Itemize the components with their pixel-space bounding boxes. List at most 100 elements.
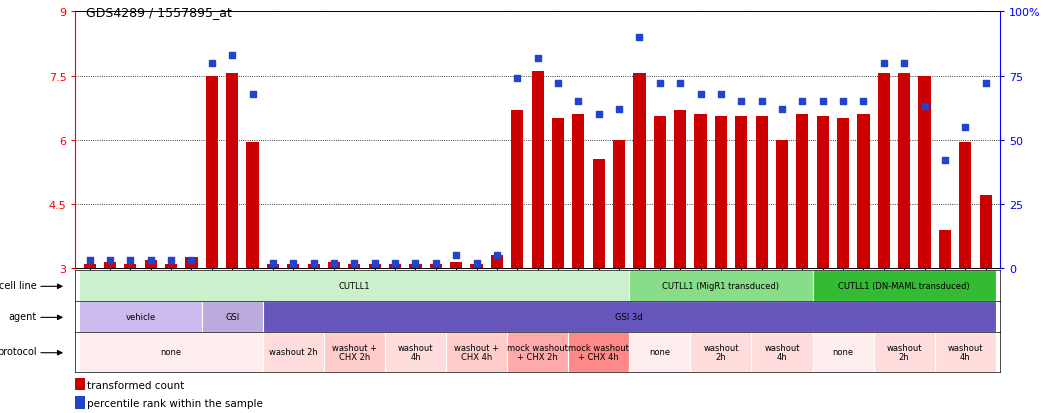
Text: vehicle: vehicle: [126, 313, 156, 321]
Bar: [80, 271, 629, 301]
Bar: [612, 140, 625, 268]
Bar: [653, 117, 666, 268]
Text: none: none: [832, 348, 853, 356]
Text: cell line: cell line: [0, 280, 37, 290]
Point: [224, 52, 241, 59]
Bar: [756, 117, 767, 268]
Point: [162, 257, 179, 264]
Bar: [202, 301, 263, 332]
Bar: [812, 271, 996, 301]
Point: [285, 260, 302, 267]
Point: [427, 260, 444, 267]
Bar: [877, 74, 890, 268]
Point: [203, 60, 220, 67]
Bar: [629, 271, 812, 301]
Bar: [674, 111, 686, 268]
Point: [733, 99, 750, 105]
Point: [672, 81, 689, 88]
Bar: [409, 264, 422, 268]
Point: [834, 99, 851, 105]
Text: washout 2h: washout 2h: [269, 348, 317, 356]
Point: [183, 257, 200, 264]
Point: [651, 81, 668, 88]
Bar: [569, 332, 629, 372]
Bar: [226, 74, 239, 268]
Point: [855, 99, 872, 105]
Bar: [491, 256, 503, 268]
Bar: [857, 115, 870, 268]
Text: GSI 3d: GSI 3d: [616, 313, 643, 321]
Text: agent: agent: [8, 311, 37, 321]
Point: [875, 60, 892, 67]
Point: [713, 91, 730, 97]
Text: washout
2h: washout 2h: [704, 343, 738, 361]
Bar: [125, 264, 136, 268]
Point: [610, 107, 627, 113]
Bar: [873, 332, 935, 372]
Bar: [797, 115, 808, 268]
Bar: [690, 332, 752, 372]
Bar: [328, 262, 340, 268]
Bar: [735, 117, 748, 268]
Bar: [694, 115, 707, 268]
Bar: [185, 258, 198, 268]
Bar: [573, 115, 584, 268]
Bar: [308, 264, 319, 268]
Bar: [837, 119, 849, 268]
Point: [896, 60, 913, 67]
Point: [631, 35, 648, 41]
Bar: [369, 264, 381, 268]
Bar: [84, 264, 95, 268]
Bar: [385, 332, 446, 372]
Point: [936, 158, 953, 164]
Bar: [75, 378, 85, 390]
Bar: [104, 262, 116, 268]
Bar: [446, 332, 507, 372]
Bar: [429, 264, 442, 268]
Point: [386, 260, 403, 267]
Text: washout
4h: washout 4h: [398, 343, 433, 361]
Bar: [776, 140, 788, 268]
Bar: [80, 301, 202, 332]
Text: washout
4h: washout 4h: [764, 343, 800, 361]
Bar: [287, 264, 299, 268]
Bar: [144, 260, 157, 268]
Bar: [715, 117, 727, 268]
Point: [142, 257, 159, 264]
Point: [550, 81, 566, 88]
Bar: [267, 264, 279, 268]
Text: washout
4h: washout 4h: [948, 343, 983, 361]
Point: [346, 260, 362, 267]
Text: percentile rank within the sample: percentile rank within the sample: [87, 399, 263, 408]
Bar: [349, 264, 360, 268]
Bar: [959, 142, 972, 268]
Point: [244, 91, 261, 97]
Bar: [532, 72, 543, 268]
Text: mock washout
+ CHX 4h: mock washout + CHX 4h: [569, 343, 629, 361]
Point: [306, 260, 322, 267]
Text: GDS4289 / 1557895_at: GDS4289 / 1557895_at: [86, 6, 231, 19]
Bar: [80, 332, 263, 372]
Bar: [812, 332, 873, 372]
Bar: [939, 230, 951, 268]
Text: washout +
CHX 2h: washout + CHX 2h: [332, 343, 377, 361]
Point: [529, 55, 545, 62]
Bar: [817, 117, 829, 268]
Text: GSI: GSI: [225, 313, 240, 321]
Point: [102, 257, 118, 264]
Point: [366, 260, 383, 267]
Bar: [935, 332, 996, 372]
Bar: [918, 76, 931, 268]
Text: protocol: protocol: [0, 347, 37, 356]
Bar: [165, 264, 177, 268]
Point: [591, 112, 607, 118]
Bar: [552, 119, 564, 268]
Text: washout +
CHX 4h: washout + CHX 4h: [454, 343, 499, 361]
Point: [489, 252, 506, 259]
Point: [774, 107, 790, 113]
Text: CUTLL1: CUTLL1: [338, 282, 370, 290]
Point: [448, 252, 465, 259]
Point: [407, 260, 424, 267]
Bar: [205, 76, 218, 268]
Bar: [629, 332, 690, 372]
